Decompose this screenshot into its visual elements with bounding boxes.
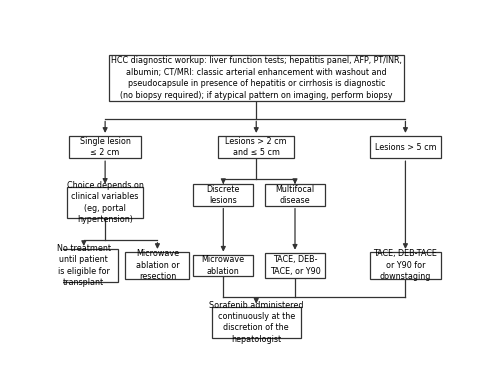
FancyBboxPatch shape xyxy=(68,187,143,218)
Text: Discrete
lesions: Discrete lesions xyxy=(206,185,240,205)
FancyBboxPatch shape xyxy=(194,184,254,206)
Text: No treatment
until patient
is eligible for
transplant: No treatment until patient is eligible f… xyxy=(57,244,111,287)
FancyBboxPatch shape xyxy=(126,252,190,279)
FancyBboxPatch shape xyxy=(265,184,325,206)
Text: Sorafenib administered
continuously at the
discretion of the
hepatologist: Sorafenib administered continuously at t… xyxy=(209,301,304,344)
FancyBboxPatch shape xyxy=(70,136,141,158)
Text: Multifocal
disease: Multifocal disease xyxy=(276,185,314,205)
FancyBboxPatch shape xyxy=(212,307,301,338)
Text: Microwave
ablation or
resection: Microwave ablation or resection xyxy=(136,249,179,281)
Text: Lesions > 2 cm
and ≤ 5 cm: Lesions > 2 cm and ≤ 5 cm xyxy=(226,137,287,157)
Text: TACE, DEB-TACE
or Y90 for
downstaging: TACE, DEB-TACE or Y90 for downstaging xyxy=(374,249,438,281)
Text: Lesions > 5 cm: Lesions > 5 cm xyxy=(374,142,436,152)
FancyBboxPatch shape xyxy=(109,55,404,102)
FancyBboxPatch shape xyxy=(370,136,442,158)
FancyBboxPatch shape xyxy=(370,252,442,279)
FancyBboxPatch shape xyxy=(194,254,254,276)
Text: HCC diagnostic workup: liver function tests; hepatitis panel, AFP, PT/INR,
album: HCC diagnostic workup: liver function te… xyxy=(111,56,402,100)
Text: Microwave
ablation: Microwave ablation xyxy=(202,255,245,275)
Text: Choice depends on
clinical variables
(eg, portal
hypertension): Choice depends on clinical variables (eg… xyxy=(66,181,144,224)
FancyBboxPatch shape xyxy=(218,136,294,158)
Text: TACE, DEB-
TACE, or Y90: TACE, DEB- TACE, or Y90 xyxy=(270,255,320,275)
Text: Single lesion
≤ 2 cm: Single lesion ≤ 2 cm xyxy=(80,137,130,157)
FancyBboxPatch shape xyxy=(50,249,117,282)
FancyBboxPatch shape xyxy=(265,252,325,278)
